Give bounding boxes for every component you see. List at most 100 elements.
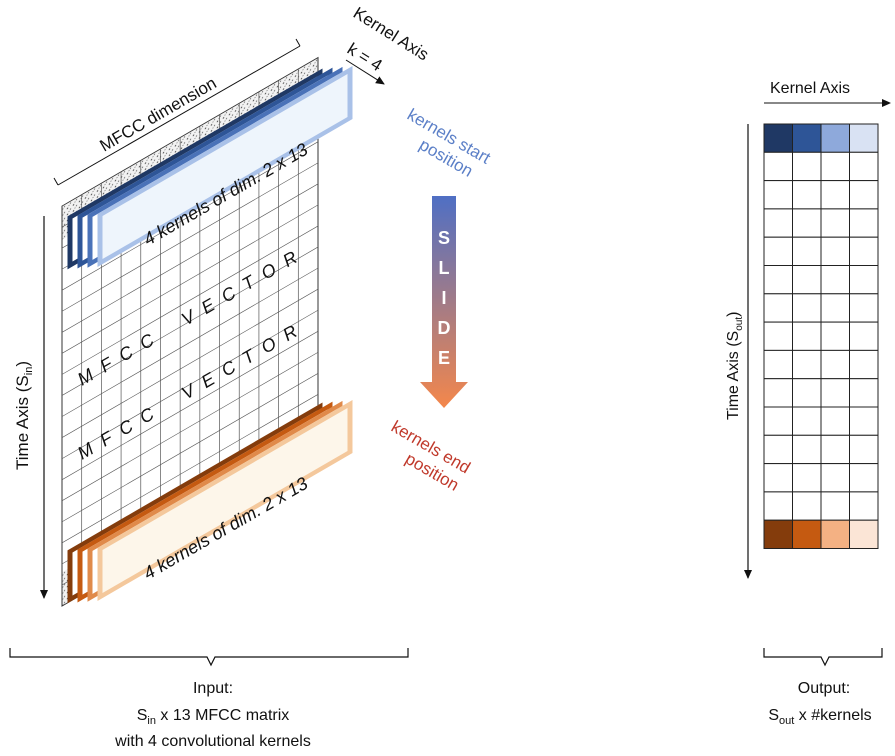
output-cell-start (849, 123, 879, 153)
output-cell (792, 265, 822, 295)
output-cell (820, 265, 850, 295)
output-cell (792, 151, 822, 182)
matrix-row-line (62, 288, 318, 438)
output-cell (792, 293, 822, 323)
matrix-row-line (62, 351, 318, 502)
output-cell (763, 180, 793, 210)
output-cell (792, 180, 822, 210)
output-cell (820, 180, 850, 210)
output-cell (792, 491, 822, 521)
output-cell-end (792, 519, 822, 550)
output-cell (820, 321, 850, 351)
output-cell (849, 349, 879, 380)
output-caption-line2: Sout x #kernels (768, 707, 871, 727)
output-cell-start (763, 123, 793, 153)
output-cell (849, 265, 879, 295)
output-caption-line1: Output: (798, 680, 850, 697)
matrix-row-line (62, 372, 318, 523)
matrix-row-line (62, 162, 318, 312)
matrix-row-line (62, 267, 318, 417)
input-kernel-axis: Kernel Axis k = 4 (344, 3, 432, 85)
output-cell (849, 180, 879, 210)
output-cell (820, 293, 850, 323)
output-cell (849, 208, 879, 238)
output-cell (849, 491, 879, 521)
output-cell (763, 491, 793, 521)
output-brace (763, 648, 883, 667)
output-cell (820, 208, 850, 238)
output-cell (763, 293, 793, 323)
output-cell-start (820, 123, 850, 153)
output-kernel-axis-label: Kernel Axis (770, 80, 850, 97)
input-time-axis: Time Axis (Sin) (13, 216, 48, 599)
input-caption: Input: Sin x 13 MFCC matrix with 4 convo… (114, 680, 311, 750)
output-cell (849, 434, 879, 465)
output-cell (820, 434, 850, 465)
output-time-axis-label: Time Axis (Sout) (725, 312, 745, 420)
kernels-start-label: kernels start position (404, 105, 494, 181)
input-brace (9, 648, 409, 667)
output-matrix (763, 123, 879, 550)
output-cell (792, 208, 822, 238)
output-cell (849, 463, 879, 493)
matrix-row-line (62, 330, 318, 481)
slide-letter: I (441, 288, 446, 308)
slide-letter: L (439, 258, 450, 278)
kernels-bottom-stack: 4 kernels of dim. 2 x 13 (67, 400, 353, 604)
output-cell (792, 406, 822, 436)
matrix-row-line (62, 309, 318, 460)
output-time-axis: Time Axis (Sout) (725, 124, 752, 579)
slide-letter: S (438, 228, 450, 248)
output-cell (792, 378, 822, 408)
output-cell (763, 151, 793, 182)
output-cell (820, 236, 850, 266)
output-cell (820, 349, 850, 380)
slide-letter: D (438, 318, 451, 338)
slide-letter: E (438, 348, 450, 368)
output-cell (763, 463, 793, 493)
output-cell (820, 463, 850, 493)
kernel-bottom-plate-4 (97, 400, 353, 601)
matrix-row-line (62, 394, 318, 544)
output-cell (763, 321, 793, 351)
input-time-axis-label: Time Axis (Sin) (13, 361, 35, 470)
output-caption: Output: Sout x #kernels (768, 680, 871, 727)
output-cell (763, 406, 793, 436)
output-cell (820, 491, 850, 521)
output-cell (820, 406, 850, 436)
vector-row-2-left: M F C C (74, 402, 160, 463)
input-caption-line1: Input: (193, 680, 233, 697)
output-cell-end (820, 519, 850, 550)
output-cell-end (763, 519, 793, 550)
matrix-row-line (62, 225, 318, 375)
matrix-row-line (62, 246, 318, 396)
output-cell (763, 265, 793, 295)
output-cell (849, 378, 879, 408)
matrix-row-line (62, 204, 318, 354)
kernels-top-stack: 4 kernels of dim. 2 x 13 (67, 66, 353, 270)
kernels-end-label: kernels end position (388, 417, 474, 495)
output-cell (792, 463, 822, 493)
output-cell (792, 349, 822, 380)
output-cell (763, 208, 793, 238)
output-cell (849, 293, 879, 323)
input-caption-line3: with 4 convolutional kernels (114, 733, 311, 750)
output-cell (849, 151, 879, 182)
kernel-top-plate-4 (97, 66, 353, 267)
output-cell-start (792, 123, 822, 153)
vector-row-2-right: V E C T O R (178, 320, 303, 404)
vector-row-1-left: M F C C (74, 328, 160, 389)
output-cell (820, 151, 850, 182)
output-cell (849, 321, 879, 351)
output-cell (792, 321, 822, 351)
matrix-row-line (62, 141, 318, 291)
matrix-row-line (62, 183, 318, 333)
output-cell (792, 236, 822, 266)
output-cell (763, 236, 793, 266)
output-cell (763, 434, 793, 465)
input-caption-line2: Sin x 13 MFCC matrix (137, 707, 290, 727)
output-kernel-axis: Kernel Axis (764, 80, 891, 107)
